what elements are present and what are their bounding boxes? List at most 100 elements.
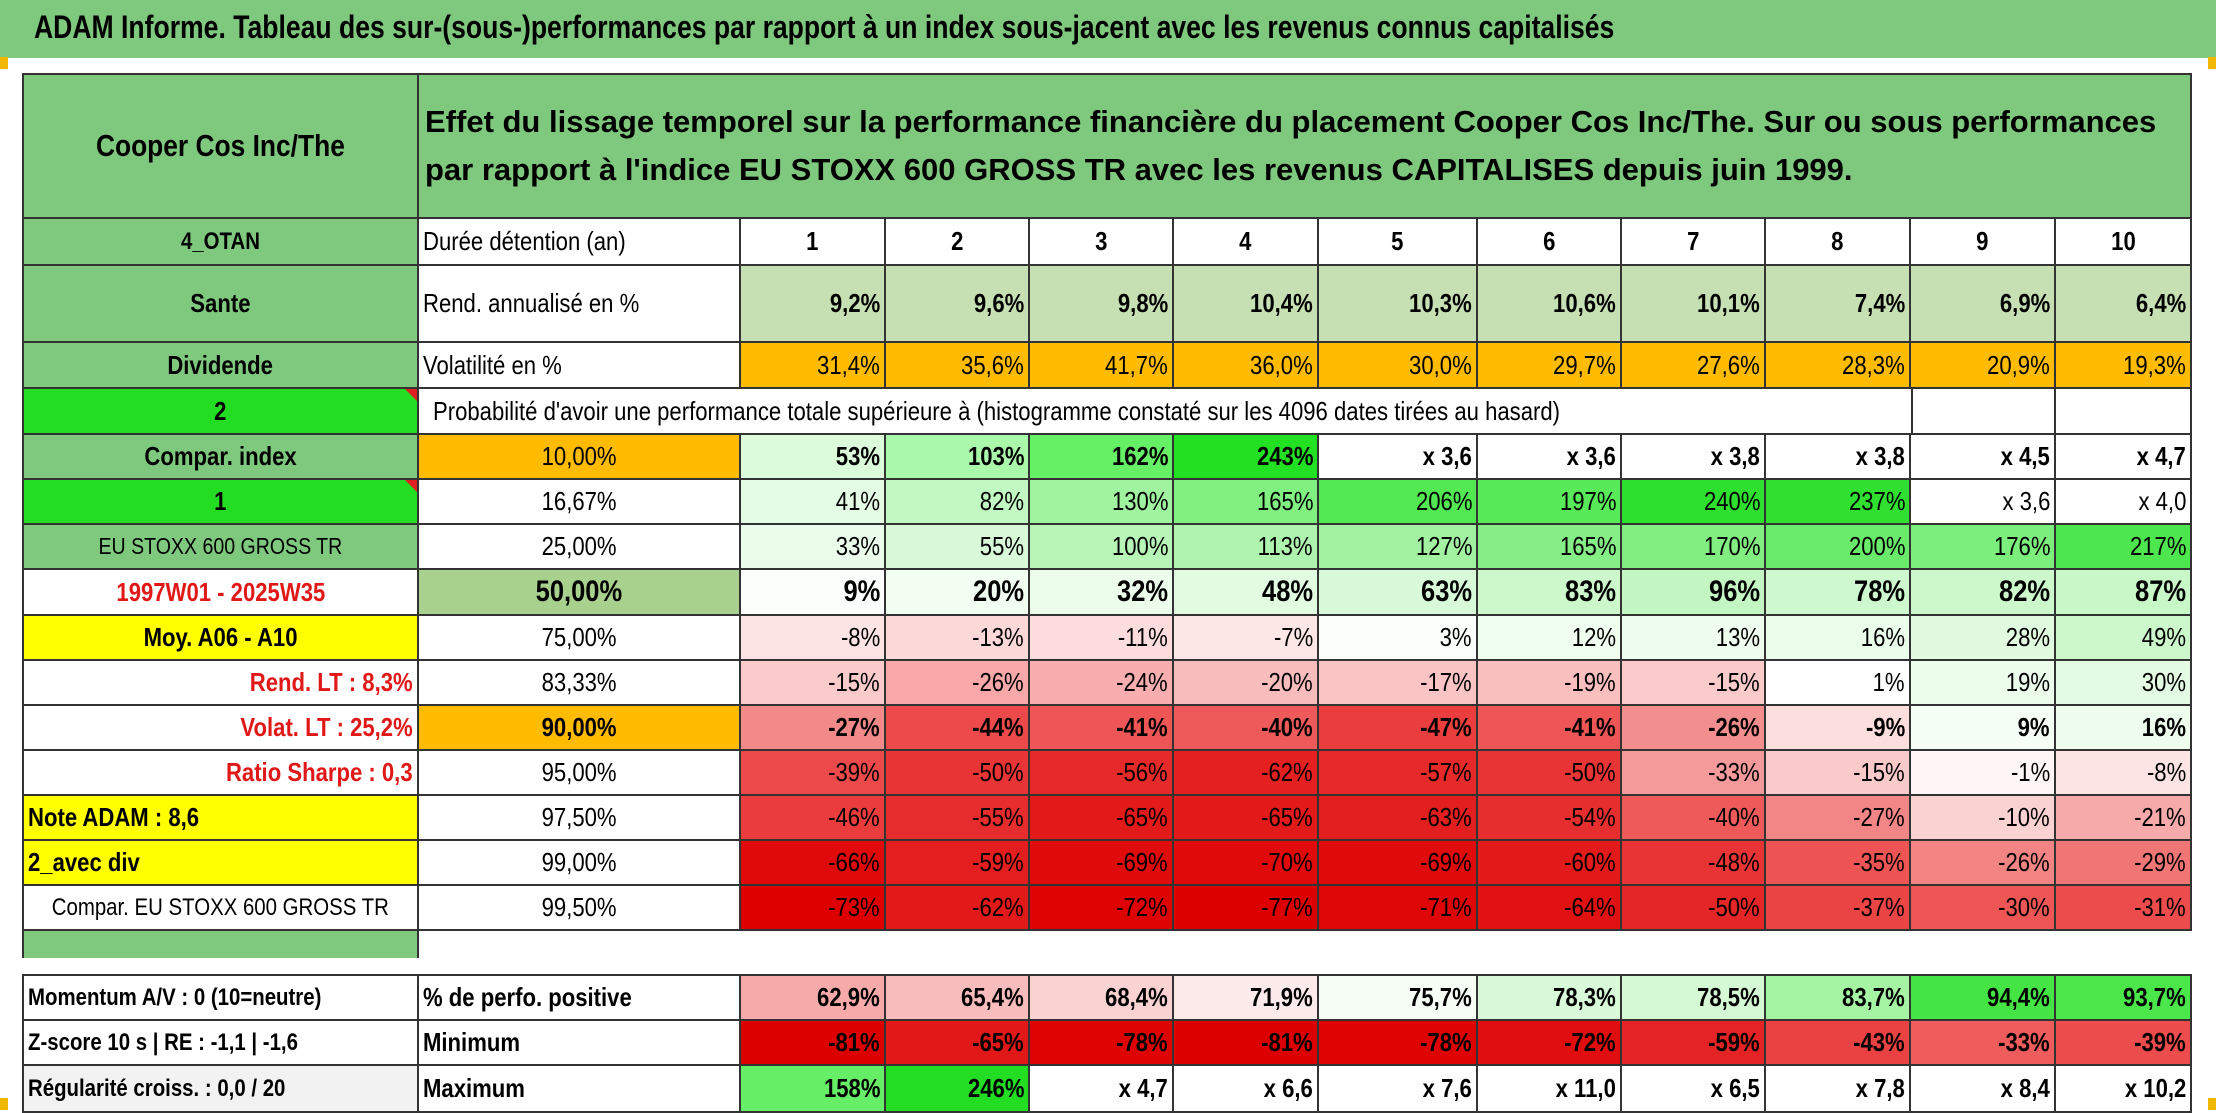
- vol-cell: 19,3%: [2056, 343, 2192, 389]
- prob-cell: -70%: [1174, 841, 1319, 886]
- pos-cell: 75,7%: [1319, 976, 1478, 1021]
- prob-cell: -9%: [1766, 706, 1911, 751]
- pct-cell: 90,00%: [419, 706, 741, 751]
- prob-cell: -7%: [1174, 616, 1319, 661]
- min-cell: -59%: [1622, 1021, 1766, 1066]
- prob-cell: -27%: [741, 706, 886, 751]
- vol-label-cell: Volatilité en %: [419, 343, 741, 389]
- pos-cell: 78,5%: [1622, 976, 1766, 1021]
- prob-cell: -65%: [1030, 796, 1174, 841]
- max-label: Maximum: [423, 1073, 525, 1103]
- rend-cell: 7,4%: [1766, 266, 1911, 343]
- year-header: 2: [886, 219, 1030, 266]
- prob-cell: 9%: [1911, 706, 2056, 751]
- prob-cell: 127%: [1319, 525, 1478, 570]
- rend-lt: Rend. LT : 8,3%: [250, 667, 413, 697]
- num2-cell[interactable]: 1: [22, 480, 419, 525]
- vol-cell: 36,0%: [1174, 343, 1319, 389]
- prob-cell: 30%: [2056, 661, 2192, 706]
- max-cell: x 10,2: [2056, 1066, 2192, 1113]
- rend-cell: 10,4%: [1174, 266, 1319, 343]
- compar-index-cell: Compar. index: [22, 435, 419, 480]
- prob-cell: -13%: [886, 616, 1030, 661]
- prob-cell: 200%: [1766, 525, 1911, 570]
- prob-cell: -57%: [1319, 751, 1478, 796]
- prob-cell: 33%: [741, 525, 886, 570]
- period-cell: 1997W01 - 2025W35: [22, 570, 419, 616]
- prob-cell: 16%: [2056, 706, 2192, 751]
- regularite-cell: Régularité croiss. : 0,0 / 20: [22, 1066, 419, 1113]
- year-header: 9: [1911, 219, 2056, 266]
- prob-cell: -24%: [1030, 661, 1174, 706]
- prob-cell: x 3,8: [1766, 435, 1911, 480]
- prob-cell: 82%: [1911, 570, 2056, 616]
- prob-cell: 48%: [1174, 570, 1319, 616]
- prob-title: Probabilité d'avoir une performance tota…: [433, 395, 1561, 426]
- prob-cell: 78%: [1766, 570, 1911, 616]
- description-text: Effet du lissage temporel sur la perform…: [425, 104, 2157, 187]
- prob-cell: -69%: [1319, 841, 1478, 886]
- prob-cell: 165%: [1478, 525, 1622, 570]
- zscore: Z-score 10 s | RE : -1,1 | -1,6: [28, 1028, 298, 1056]
- rend-cell: 9,6%: [886, 266, 1030, 343]
- regularite: Régularité croiss. : 0,0 / 20: [28, 1074, 286, 1102]
- empty-cell: [2056, 389, 2192, 435]
- empty-cell: [1911, 389, 2056, 435]
- pct-cell: 83,33%: [419, 661, 741, 706]
- prob-cell: -8%: [2056, 751, 2192, 796]
- num1-cell[interactable]: 2: [22, 389, 419, 435]
- pct-cell: 99,50%: [419, 886, 741, 931]
- prob-cell: 176%: [1911, 525, 2056, 570]
- prob-cell: -62%: [1174, 751, 1319, 796]
- year-header: 3: [1030, 219, 1174, 266]
- pct-cell: 10,00%: [419, 435, 741, 480]
- pos-cell: 83,7%: [1766, 976, 1911, 1021]
- rend-cell: 9,8%: [1030, 266, 1174, 343]
- prob-cell: -41%: [1030, 706, 1174, 751]
- prob-cell: -8%: [741, 616, 886, 661]
- avec-div: 2_avec div: [28, 847, 140, 877]
- max-cell: 158%: [741, 1066, 886, 1113]
- prob-cell: 20%: [886, 570, 1030, 616]
- prob-cell: x 3,6: [1478, 435, 1622, 480]
- min-cell: -81%: [1174, 1021, 1319, 1066]
- prob-cell: 217%: [2056, 525, 2192, 570]
- momentum: Momentum A/V : 0 (10=neutre): [28, 983, 322, 1011]
- pct-cell: 25,00%: [419, 525, 741, 570]
- spacer-cell: [419, 931, 2192, 958]
- note-cell: Note ADAM : 8,6: [22, 796, 419, 841]
- prob-cell: -50%: [1478, 751, 1622, 796]
- prob-cell: -50%: [886, 751, 1030, 796]
- prob-cell: 237%: [1766, 480, 1911, 525]
- moy-cell: Moy. A06 - A10: [22, 616, 419, 661]
- min-cell: -78%: [1319, 1021, 1478, 1066]
- prob-cell: -69%: [1030, 841, 1174, 886]
- pos-cell: 93,7%: [2056, 976, 2192, 1021]
- asset-code-cell: 4_OTAN: [22, 219, 419, 266]
- prob-cell: 103%: [886, 435, 1030, 480]
- rend-cell: 10,6%: [1478, 266, 1622, 343]
- max-cell: x 7,8: [1766, 1066, 1911, 1113]
- rend-cell: 6,4%: [2056, 266, 2192, 343]
- prob-cell: -60%: [1478, 841, 1622, 886]
- rend-lt-cell: Rend. LT : 8,3%: [22, 661, 419, 706]
- prob-cell: -31%: [2056, 886, 2192, 931]
- prob-cell: 83%: [1478, 570, 1622, 616]
- max-cell: x 11,0: [1478, 1066, 1622, 1113]
- duree-label-cell: Durée détention (an): [419, 219, 741, 266]
- prob-cell: -26%: [1622, 706, 1766, 751]
- prob-cell: -21%: [2056, 796, 2192, 841]
- max-cell: x 6,6: [1174, 1066, 1319, 1113]
- prob-cell: 130%: [1030, 480, 1174, 525]
- prob-cell: 16%: [1766, 616, 1911, 661]
- pct-cell: 99,00%: [419, 841, 741, 886]
- prob-cell: -65%: [1174, 796, 1319, 841]
- min-cell: -39%: [2056, 1021, 2192, 1066]
- rend-cell: 9,2%: [741, 266, 886, 343]
- prob-cell: x 3,6: [1319, 435, 1478, 480]
- vol-cell: 29,7%: [1478, 343, 1622, 389]
- prob-cell: -20%: [1174, 661, 1319, 706]
- prob-cell: -54%: [1478, 796, 1622, 841]
- asset-type: Dividende: [167, 349, 274, 380]
- min-cell: -72%: [1478, 1021, 1622, 1066]
